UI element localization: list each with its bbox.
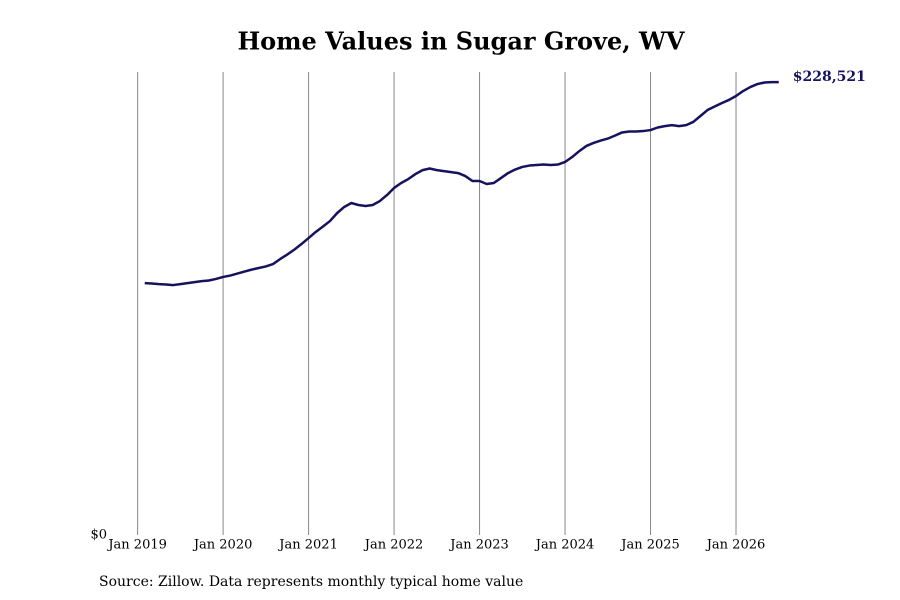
x-tick-label: Jan 2026: [705, 538, 766, 553]
line: [144, 80, 779, 287]
x-tick-label: Jan 2024: [534, 538, 595, 553]
x-tick-label: Jan 2020: [192, 538, 253, 553]
y-tick-label: $0: [90, 528, 107, 543]
x-tick-label: Jan 2025: [619, 538, 680, 553]
x-tick-label: Jan 2023: [448, 538, 509, 553]
x-tick-label: Jan 2022: [363, 538, 424, 553]
x-tick-label: Jan 2021: [277, 538, 338, 553]
source-note: Source: Zillow. Data represents monthly …: [99, 574, 523, 590]
chart-title: Home Values in Sugar Grove, WV: [237, 27, 684, 56]
x-tick-label: Jan 2019: [106, 538, 167, 553]
value-label: $228,521: [793, 69, 866, 85]
